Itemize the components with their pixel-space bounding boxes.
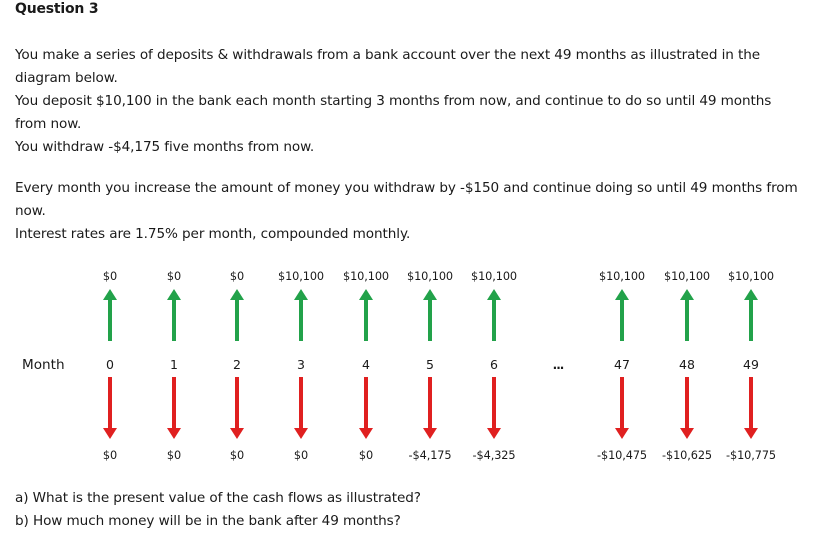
- deposit-arrow-icon: [744, 289, 758, 341]
- month-number: 4: [362, 357, 370, 372]
- deposit-amount: $0: [229, 270, 245, 283]
- deposit-amount: $10,100: [663, 270, 711, 283]
- withdrawal-arrow-icon: [615, 377, 629, 439]
- withdrawal-amount: -$10,475: [597, 449, 647, 462]
- withdrawal-arrow-icon: [103, 377, 117, 439]
- month-axis-label: Month: [22, 357, 65, 373]
- deposit-arrow-icon: [103, 289, 117, 341]
- withdrawal-amount: $0: [293, 449, 309, 462]
- month-number: 49: [743, 357, 759, 372]
- question-b: b) How much money will be in the bank af…: [15, 513, 401, 529]
- deposit-arrow-icon: [487, 289, 501, 341]
- deposit-amount: $10,100: [598, 270, 646, 283]
- month-number: 2: [233, 357, 241, 372]
- intro-line-2: You deposit $10,100 in the bank each mon…: [15, 93, 772, 132]
- withdrawal-arrow-icon: [359, 377, 373, 439]
- withdrawal-amount: $0: [102, 449, 118, 462]
- intro-line-3: You withdraw -$4,175 five months from no…: [15, 139, 315, 155]
- withdrawal-arrow-icon: [294, 377, 308, 439]
- deposit-amount: $0: [102, 270, 118, 283]
- deposit-amount: $0: [166, 270, 182, 283]
- withdrawal-amount: $0: [166, 449, 182, 462]
- deposit-arrow-icon: [615, 289, 629, 341]
- withdrawal-amount: -$4,325: [472, 449, 516, 462]
- withdrawal-arrow-icon: [230, 377, 244, 439]
- withdrawal-arrow-icon: [423, 377, 437, 439]
- withdrawal-arrow-icon: [167, 377, 181, 439]
- deposit-arrow-icon: [167, 289, 181, 341]
- withdrawal-arrow-icon: [680, 377, 694, 439]
- intro-text: You make a series of deposits & withdraw…: [15, 44, 805, 159]
- withdrawal-amount: -$4,175: [408, 449, 452, 462]
- deposit-arrow-icon: [230, 289, 244, 341]
- withdrawal-amount: -$10,625: [662, 449, 712, 462]
- deposit-amount: $10,100: [277, 270, 325, 283]
- withdrawal-amount: -$10,775: [726, 449, 776, 462]
- withdrawal-arrow-icon: [487, 377, 501, 439]
- deposit-arrow-icon: [359, 289, 373, 341]
- month-number: 5: [426, 357, 434, 372]
- deposit-amount: $10,100: [470, 270, 518, 283]
- month-number: 3: [297, 357, 305, 372]
- month-number: 48: [679, 357, 695, 372]
- question-title: Question 3: [15, 1, 99, 17]
- question-a: a) What is the present value of the cash…: [15, 490, 421, 506]
- deposit-amount: $10,100: [406, 270, 454, 283]
- deposit-arrow-icon: [680, 289, 694, 341]
- timeline-ellipsis: ...: [552, 358, 565, 372]
- details-line-1: Every month you increase the amount of m…: [15, 180, 798, 219]
- deposit-amount: $10,100: [727, 270, 775, 283]
- month-number: 47: [614, 357, 630, 372]
- month-number: 1: [170, 357, 178, 372]
- month-number: 6: [490, 357, 498, 372]
- intro-line-1: You make a series of deposits & withdraw…: [15, 47, 760, 86]
- withdrawal-arrow-icon: [744, 377, 758, 439]
- details-text: Every month you increase the amount of m…: [15, 177, 805, 246]
- withdrawal-amount: $0: [229, 449, 245, 462]
- deposit-arrow-icon: [294, 289, 308, 341]
- deposit-amount: $10,100: [342, 270, 390, 283]
- month-number: 0: [106, 357, 114, 372]
- details-line-2: Interest rates are 1.75% per month, comp…: [15, 226, 411, 242]
- deposit-arrow-icon: [423, 289, 437, 341]
- questions: a) What is the present value of the cash…: [15, 487, 421, 533]
- withdrawal-amount: $0: [358, 449, 374, 462]
